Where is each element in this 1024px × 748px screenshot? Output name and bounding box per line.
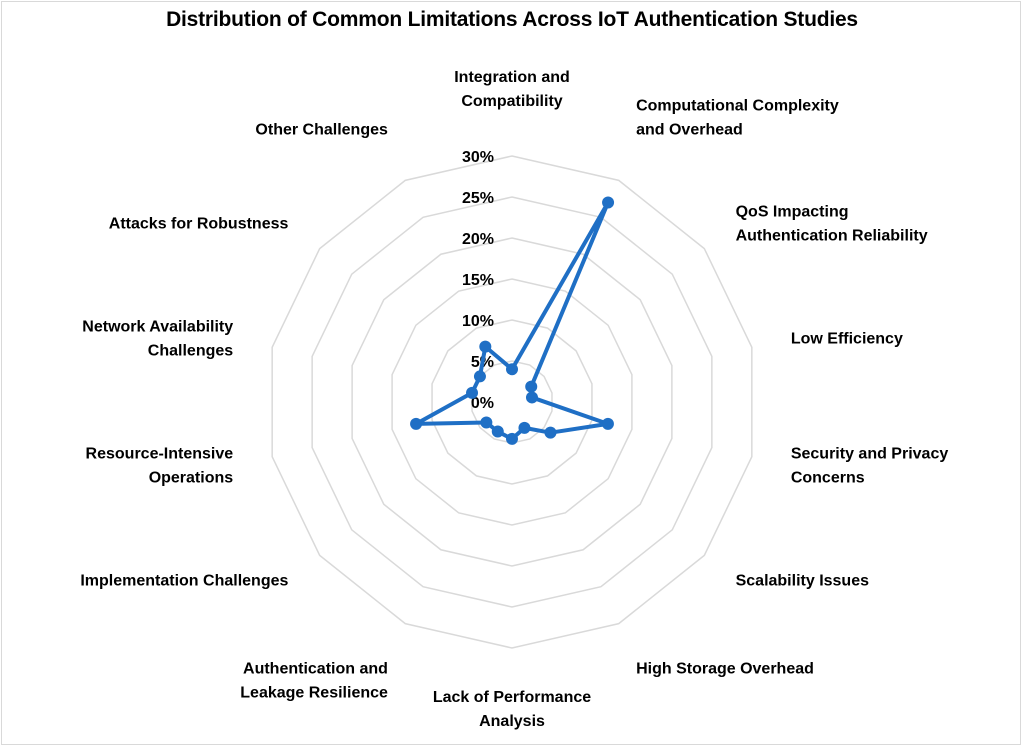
tick-label: 20% (462, 231, 494, 248)
chart-title: Distribution of Common Limitations Acros… (166, 8, 858, 31)
category-label: Lack of Performance Analysis (433, 689, 591, 730)
category-label: Scalability Issues (736, 572, 870, 589)
data-point (544, 426, 557, 439)
data-point (480, 416, 493, 429)
category-label: Attacks for Robustness (109, 216, 289, 233)
data-point (473, 370, 486, 383)
category-label: Resource-Intensive Operations (86, 446, 234, 487)
data-point (518, 421, 531, 434)
category-label: Network Availability Challenges (82, 318, 233, 359)
data-point (525, 380, 538, 393)
grid-ring (311, 196, 713, 608)
category-label: Other Challenges (255, 121, 388, 138)
series-layer (410, 196, 615, 445)
category-label: Authentication and Leakage Resilience (240, 661, 388, 702)
grid-ring (271, 155, 753, 649)
data-point (479, 340, 492, 353)
data-point (466, 386, 479, 399)
category-label: Computational Complexity and Overhead (636, 97, 839, 138)
data-point (602, 196, 615, 209)
category-labels: Integration and Compatibility Computationa… (80, 69, 948, 730)
tick-label: 25% (462, 190, 494, 207)
category-label: High Storage Overhead (636, 661, 814, 678)
tick-label: 10% (462, 313, 494, 330)
data-point (506, 363, 518, 376)
data-point (410, 417, 423, 430)
category-label: Low Efficiency (791, 330, 903, 347)
tick-label: 0% (471, 395, 494, 412)
category-label: QoS Impacting Authentication Reliability (736, 204, 928, 245)
data-point (601, 417, 614, 430)
radar-grid (271, 155, 753, 649)
category-label: Implementation Challenges (80, 572, 288, 589)
grid-ring (431, 319, 593, 485)
grid-ring (351, 237, 673, 567)
data-point (506, 432, 518, 445)
grid-ring (391, 278, 633, 526)
tick-label: 30% (462, 149, 494, 166)
category-label: Integration and Compatibility (454, 69, 570, 110)
data-point (525, 391, 538, 404)
data-point (491, 425, 504, 438)
tick-label: 15% (462, 272, 494, 289)
category-label: Security and Privacy Concerns (791, 446, 949, 487)
